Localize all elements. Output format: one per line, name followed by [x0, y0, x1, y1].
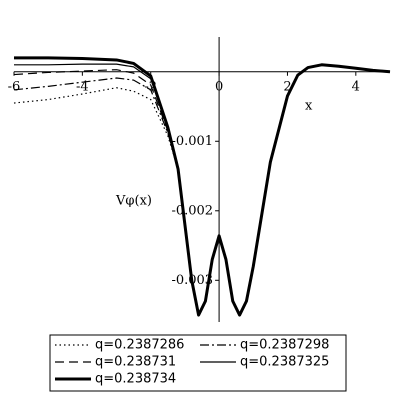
legend-label: q=0.2387298: [240, 338, 329, 353]
y-tick-label: -0.001: [171, 134, 213, 149]
legend-label: q=0.2387286: [95, 338, 184, 353]
x-axis-label: x: [305, 99, 313, 114]
y-axis-label: Vφ(x): [115, 194, 152, 209]
legend-label: q=0.238731: [95, 355, 176, 370]
x-tick-label: -6: [8, 79, 21, 94]
y-tick-label: -0.002: [171, 203, 213, 218]
legend-box: [49, 334, 347, 392]
x-tick-label: 2: [283, 79, 291, 94]
x-tick-label: -4: [76, 79, 89, 94]
legend-label: q=0.238734: [95, 372, 176, 387]
x-tick-label: 0: [215, 79, 223, 94]
legend-label: q=0.2387325: [240, 355, 329, 370]
series-line: [14, 56, 391, 317]
x-tick-label: 4: [352, 79, 360, 94]
legend: q=0.2387286 q=0.2387298 q=0.238731 q=0.2387…: [55, 338, 329, 387]
